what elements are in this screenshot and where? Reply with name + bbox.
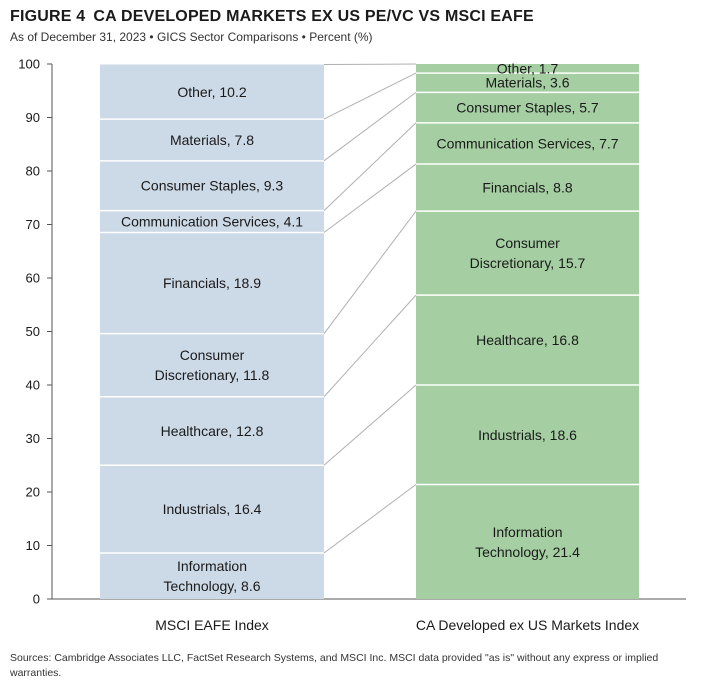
segment-label-financials-8-8: Financials, 8.8 xyxy=(482,180,572,196)
segment-label-line: Materials, 7.8 xyxy=(170,132,254,148)
y-tick-label: 20 xyxy=(26,485,40,500)
bar-segment xyxy=(100,210,324,233)
bar-segment xyxy=(416,164,639,212)
segment-label-healthcare-16-8: Healthcare, 16.8 xyxy=(476,332,579,348)
segment-label-line: Industrials, 16.4 xyxy=(163,501,262,517)
y-tick-label: 70 xyxy=(26,217,40,232)
segment-label-line: Discretionary, 15.7 xyxy=(470,255,586,271)
chart-title: FIGURE 4 CA DEVELOPED MARKETS EX US PE/VC… xyxy=(10,8,534,26)
segment-label-line: Financials, 8.8 xyxy=(482,180,572,196)
connector-line xyxy=(323,63,417,66)
bar-segment xyxy=(100,396,324,466)
figure-title-text: CA DEVELOPED MARKETS EX US PE/VC VS MSCI… xyxy=(93,8,534,25)
segment-label-line: Communication Services, 7.7 xyxy=(436,135,618,151)
segment-label-industrials-16-4: Industrials, 16.4 xyxy=(163,501,262,517)
bar-segment xyxy=(416,385,639,485)
connector-line xyxy=(323,163,417,233)
segment-label-industrials-18-6: Industrials, 18.6 xyxy=(478,427,577,443)
segment-label-consumer-staples-5-7: Consumer Staples, 5.7 xyxy=(456,100,599,116)
segment-label-line: Healthcare, 16.8 xyxy=(476,332,579,348)
bar-segment xyxy=(100,465,324,553)
segment-label-other-10-2: Other, 10.2 xyxy=(177,84,246,100)
bar-segment xyxy=(416,295,639,385)
x-category-label: CA Developed ex US Markets Index xyxy=(416,617,639,633)
y-tick-label: 50 xyxy=(26,324,40,339)
segment-label-information-technology-8-6: Information Technology, 8.6 xyxy=(163,558,260,594)
segment-label-consumer-staples-9-3: Consumer Staples, 9.3 xyxy=(141,178,284,194)
segment-label-line: Materials, 3.6 xyxy=(485,75,569,91)
segment-label-materials-3-6: Materials, 3.6 xyxy=(485,75,569,91)
bar-segment xyxy=(416,73,639,93)
connector-line xyxy=(323,294,417,398)
bar-segment xyxy=(100,64,324,120)
y-tick-label: 60 xyxy=(26,271,40,286)
segment-label-line: Consumer Staples, 9.3 xyxy=(141,178,284,194)
segment-label-financials-18-9: Financials, 18.9 xyxy=(163,275,261,291)
segment-label-healthcare-12-8: Healthcare, 12.8 xyxy=(161,423,264,439)
y-tick-label: 80 xyxy=(26,164,40,179)
connector-line xyxy=(323,122,417,211)
segment-label-consumer-discretionary-15-7: Consumer Discretionary, 15.7 xyxy=(470,235,586,271)
segment-label-line: Discretionary, 11.8 xyxy=(155,367,270,383)
bar-segment xyxy=(416,484,639,599)
segment-label-line: Healthcare, 12.8 xyxy=(161,423,264,439)
x-category-label: MSCI EAFE Index xyxy=(155,617,269,633)
y-tick-label: 30 xyxy=(26,431,40,446)
segment-label-other-1-7: Other, 1.7 xyxy=(497,61,559,77)
bar-segment xyxy=(100,160,324,211)
segment-label-line: Communication Services, 4.1 xyxy=(121,214,303,230)
bar-segment xyxy=(100,552,324,599)
segment-label-line: Industrials, 18.6 xyxy=(478,427,577,443)
y-tick-label: 40 xyxy=(26,378,40,393)
connector-line xyxy=(323,484,417,554)
chart-subtitle: As of December 31, 2023 • GICS Sector Co… xyxy=(10,30,373,44)
bar-segment xyxy=(416,122,639,165)
connector-line xyxy=(323,91,417,162)
y-tick-label: 0 xyxy=(33,592,40,607)
y-tick-label: 90 xyxy=(26,110,40,125)
segment-label-line: Information xyxy=(492,524,562,540)
segment-label-communication-services-7-7: Communication Services, 7.7 xyxy=(436,135,618,151)
segment-label-line: Information xyxy=(177,558,247,574)
source-note: Sources: Cambridge Associates LLC, FactS… xyxy=(10,652,659,679)
segment-label-line: Consumer xyxy=(495,235,560,251)
connector-line xyxy=(323,72,417,120)
segment-label-line: Other, 10.2 xyxy=(177,84,246,100)
bar-segment xyxy=(416,211,639,296)
segment-label-communication-services-4-1: Communication Services, 4.1 xyxy=(121,214,303,230)
connector-line xyxy=(323,210,417,334)
y-tick-label: 10 xyxy=(26,538,40,553)
segment-label-line: Other, 1.7 xyxy=(497,61,559,77)
connector-line xyxy=(323,384,417,466)
segment-label-line: Consumer Staples, 5.7 xyxy=(456,100,599,116)
bar-segment xyxy=(416,92,639,123)
bar-segment xyxy=(100,119,324,161)
y-tick-label: 100 xyxy=(18,57,40,72)
bar-segment xyxy=(100,333,324,397)
segment-label-consumer-discretionary-11-8: Consumer Discretionary, 11.8 xyxy=(155,347,270,383)
segment-label-line: Consumer xyxy=(180,347,245,363)
segment-label-materials-7-8: Materials, 7.8 xyxy=(170,132,254,148)
segment-label-line: Technology, 21.4 xyxy=(475,544,580,560)
segment-label-information-technology-21-4: Information Technology, 21.4 xyxy=(475,524,580,560)
figure-number: FIGURE 4 xyxy=(10,8,86,25)
bar-segment xyxy=(416,64,639,74)
segment-label-line: Financials, 18.9 xyxy=(163,275,261,291)
segment-label-line: Technology, 8.6 xyxy=(163,578,260,594)
bar-segment xyxy=(100,232,324,334)
